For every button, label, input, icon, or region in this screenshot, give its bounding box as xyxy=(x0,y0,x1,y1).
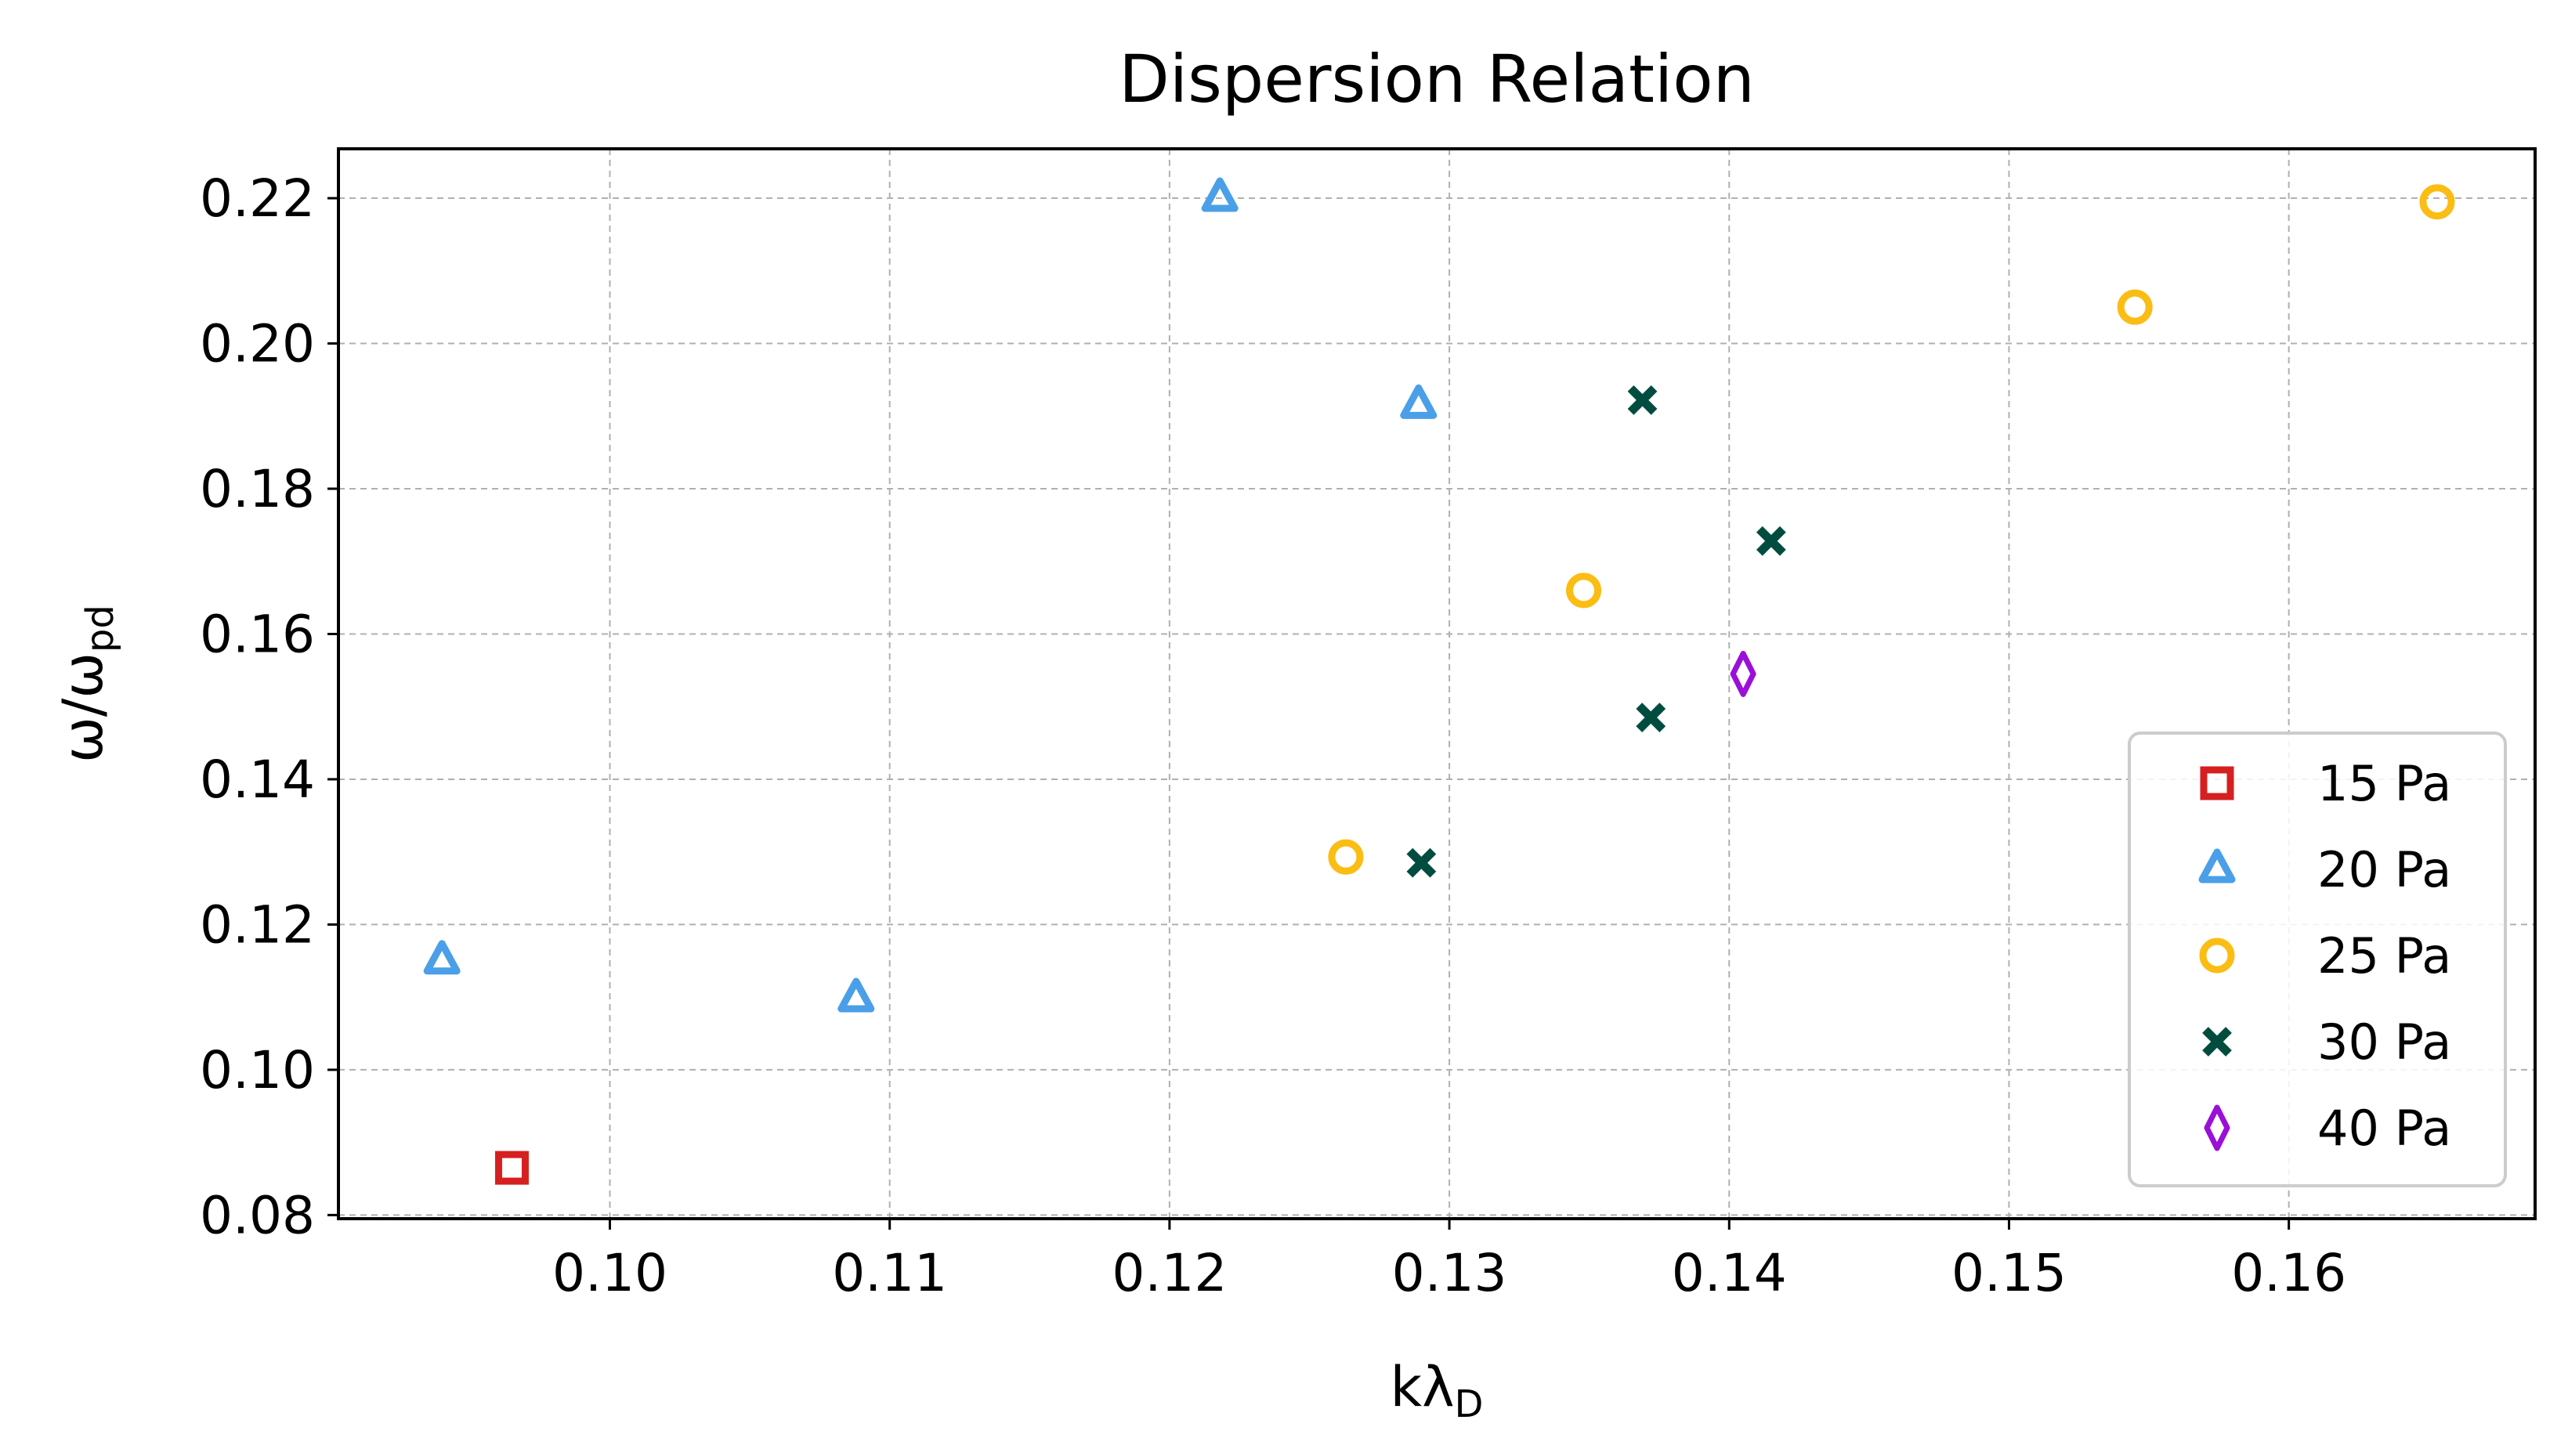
data-point xyxy=(1328,839,1364,875)
data-point xyxy=(423,940,461,975)
legend-box xyxy=(2128,732,2507,1187)
x-tick-label: 0.15 xyxy=(1951,1243,2067,1303)
x-axis-label: kλD xyxy=(1391,1355,1484,1426)
legend-items: 15 Pa 20 Pa 25 Pa 30 Pa 40 Pa xyxy=(2198,755,2451,1157)
x-tick-label: 0.12 xyxy=(1112,1243,1227,1303)
data-point xyxy=(1730,650,1756,697)
data-point xyxy=(1201,177,1239,212)
y-tick-label: 0.22 xyxy=(200,168,315,229)
x-axis-label-sub: D xyxy=(1455,1382,1484,1426)
y-tick-label: 0.20 xyxy=(200,314,315,374)
data-point xyxy=(1756,526,1786,556)
legend-label: 25 Pa xyxy=(2317,927,2451,985)
chart-title: Dispersion Relation xyxy=(1119,41,1755,117)
y-tick-label: 0.08 xyxy=(200,1185,315,1245)
data-point xyxy=(2117,289,2153,325)
legend-label: 40 Pa xyxy=(2317,1100,2451,1157)
legend-label: 20 Pa xyxy=(2317,841,2451,898)
y-axis-label: ω/ωpd xyxy=(51,605,122,763)
x-axis-label-main: kλ xyxy=(1391,1355,1455,1419)
data-points xyxy=(423,177,2455,1185)
data-point xyxy=(1627,385,1658,415)
plot-frame xyxy=(337,147,2537,1220)
x-tick-label: 0.14 xyxy=(1672,1243,1787,1303)
data-point xyxy=(2419,184,2455,220)
data-point xyxy=(1636,703,1666,733)
legend-marker xyxy=(2199,938,2235,974)
legend-marker xyxy=(2204,1104,2230,1151)
data-point xyxy=(1400,384,1438,419)
y-axis-label-sub: pd xyxy=(78,605,122,652)
legend-label: 15 Pa xyxy=(2317,755,2451,812)
data-point xyxy=(837,977,875,1013)
axis-ticks: 0.10 0.11 0.12 0.13 0.14 0.15 0.16 0.08 0.10 0.12… xyxy=(200,168,2346,1303)
y-tick-label: 0.14 xyxy=(200,750,315,810)
legend-marker xyxy=(2202,1027,2232,1057)
y-tick-label: 0.10 xyxy=(200,1040,315,1100)
x-tick-label: 0.16 xyxy=(2231,1243,2346,1303)
x-tick-label: 0.13 xyxy=(1392,1243,1507,1303)
y-tick-label: 0.12 xyxy=(200,894,315,955)
y-tick-label: 0.18 xyxy=(200,459,315,519)
y-axis-label-main: ω/ω xyxy=(51,652,115,763)
y-tick-label: 0.16 xyxy=(200,604,315,664)
data-point xyxy=(1566,573,1602,609)
legend-marker xyxy=(2198,848,2236,883)
x-tick-label: 0.11 xyxy=(832,1243,947,1303)
legend: 15 Pa 20 Pa 25 Pa 30 Pa 40 Pa xyxy=(2128,732,2507,1187)
legend-marker xyxy=(2200,766,2234,800)
data-point xyxy=(494,1151,529,1185)
data-point xyxy=(1406,847,1437,878)
x-tick-label: 0.10 xyxy=(552,1243,667,1303)
legend-label: 30 Pa xyxy=(2317,1013,2451,1071)
